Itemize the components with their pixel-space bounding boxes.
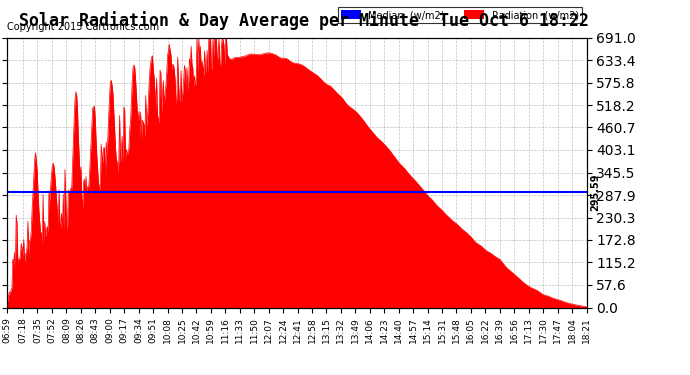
Text: Copyright 2015 Cartronics.com: Copyright 2015 Cartronics.com xyxy=(7,22,159,32)
Text: Solar Radiation & Day Average per Minute  Tue Oct 6 18:22: Solar Radiation & Day Average per Minute… xyxy=(19,11,589,30)
Text: 295.59: 295.59 xyxy=(591,173,601,211)
Legend: Median  (w/m2), Radiation  (w/m2): Median (w/m2), Radiation (w/m2) xyxy=(338,7,582,23)
